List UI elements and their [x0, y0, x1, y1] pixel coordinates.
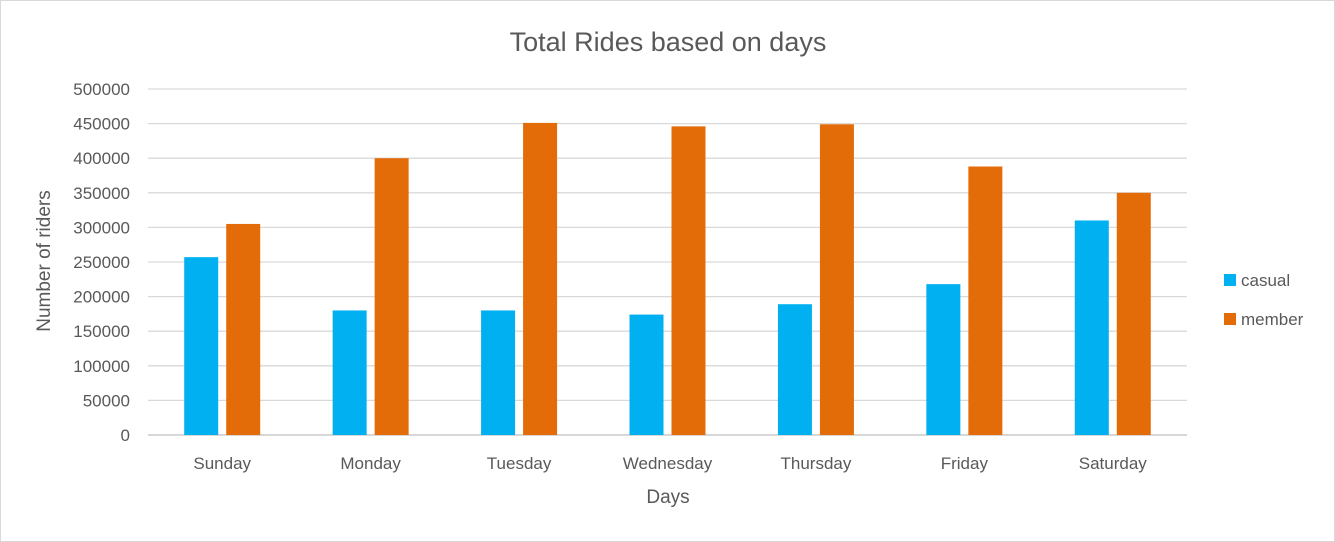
y-axis-ticks: 0 50000 100000 150000 200000 250000 300000 3500…: [73, 80, 130, 445]
y-tick-label: 450000: [73, 115, 130, 134]
chart-title: Total Rides based on days: [510, 27, 827, 57]
y-tick-label: 250000: [73, 253, 130, 272]
legend-label-casual: casual: [1241, 271, 1290, 290]
gridlines: [148, 88, 1187, 436]
y-tick-label: 50000: [83, 391, 130, 410]
x-tick-label: Thursday: [780, 454, 851, 473]
y-tick-label: 350000: [73, 184, 130, 203]
x-tick-label: Saturday: [1079, 454, 1148, 473]
bar-member-tuesday: [523, 122, 558, 436]
bar-casual-sunday: [184, 257, 219, 435]
y-axis-label: Number of riders: [34, 190, 55, 332]
y-tick-label: 0: [121, 426, 130, 445]
y-tick-label: 300000: [73, 218, 130, 237]
x-tick-label: Friday: [941, 454, 989, 473]
bar-casual-saturday: [1074, 220, 1109, 435]
x-tick-label: Wednesday: [623, 454, 713, 473]
bar-member-friday: [968, 166, 1003, 435]
x-tick-label: Tuesday: [487, 454, 552, 473]
legend-label-member: member: [1241, 310, 1304, 329]
x-tick-label: Monday: [340, 454, 401, 473]
legend-swatch-casual: [1224, 274, 1236, 286]
bar-member-monday: [374, 158, 409, 435]
legend: casual member: [1224, 271, 1304, 329]
legend-swatch-member: [1224, 313, 1236, 325]
y-tick-label: 150000: [73, 322, 130, 341]
x-tick-label: Sunday: [193, 454, 251, 473]
bar-member-thursday: [819, 124, 854, 436]
y-tick-label: 200000: [73, 288, 130, 307]
bar-casual-friday: [926, 284, 961, 435]
x-axis-label: Days: [646, 487, 689, 508]
bars: [184, 122, 1151, 436]
y-tick-label: 100000: [73, 357, 130, 376]
y-tick-label: 400000: [73, 149, 130, 168]
bar-member-wednesday: [671, 126, 706, 436]
bar-casual-monday: [332, 310, 367, 435]
bar-casual-wednesday: [629, 314, 664, 435]
y-tick-label: 500000: [73, 80, 130, 99]
bar-casual-thursday: [777, 304, 812, 435]
bar-member-sunday: [226, 223, 261, 435]
bar-casual-tuesday: [481, 310, 516, 435]
x-axis-ticks: Sunday Monday Tuesday Wednesday Thursday Frid…: [193, 454, 1147, 473]
bar-member-saturday: [1116, 192, 1151, 435]
